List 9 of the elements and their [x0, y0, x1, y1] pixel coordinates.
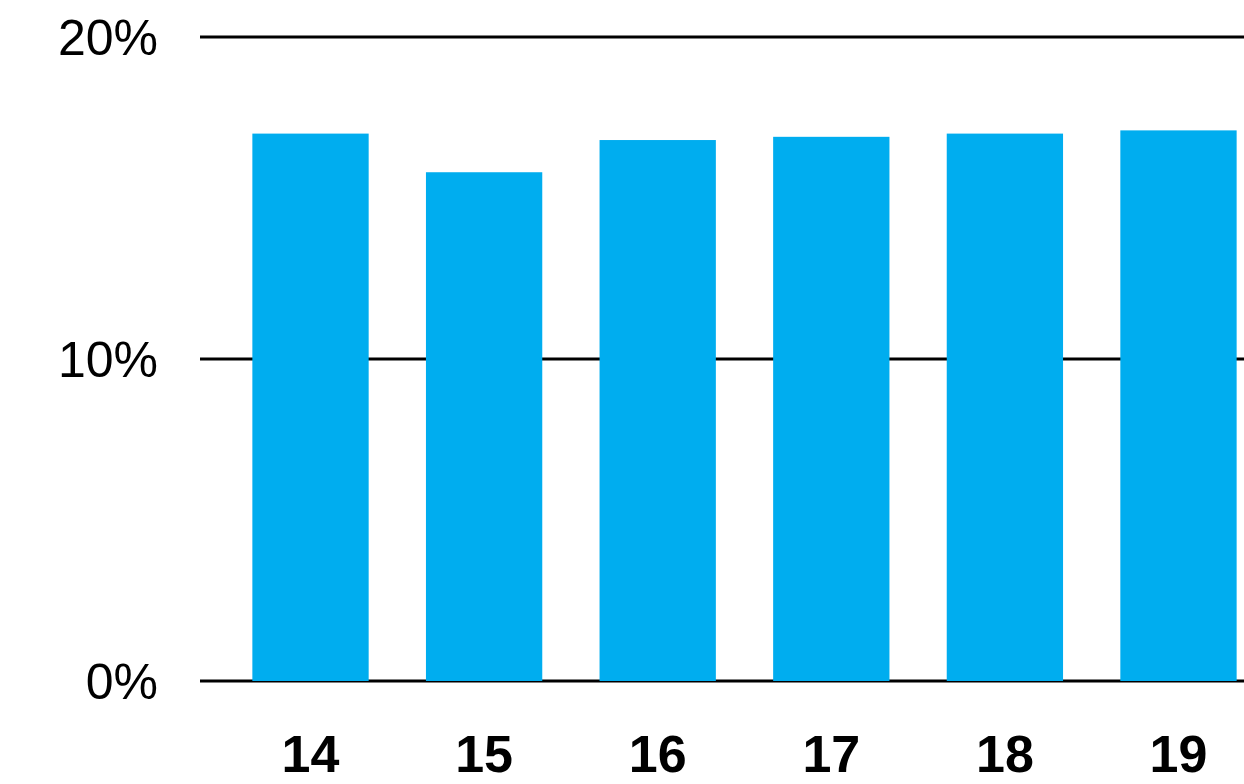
x-tick-label: 15 [455, 725, 514, 783]
y-tick-label: 20% [57, 9, 158, 66]
x-tick-label: 14 [281, 725, 340, 783]
x-tick-label: 17 [802, 725, 861, 783]
y-tick-label: 10% [57, 331, 158, 388]
y-tick-label: 0% [85, 653, 158, 710]
x-tick-label: 19 [1149, 725, 1208, 783]
x-tick-label: 18 [975, 725, 1034, 783]
x-tick-label: 16 [628, 725, 687, 783]
